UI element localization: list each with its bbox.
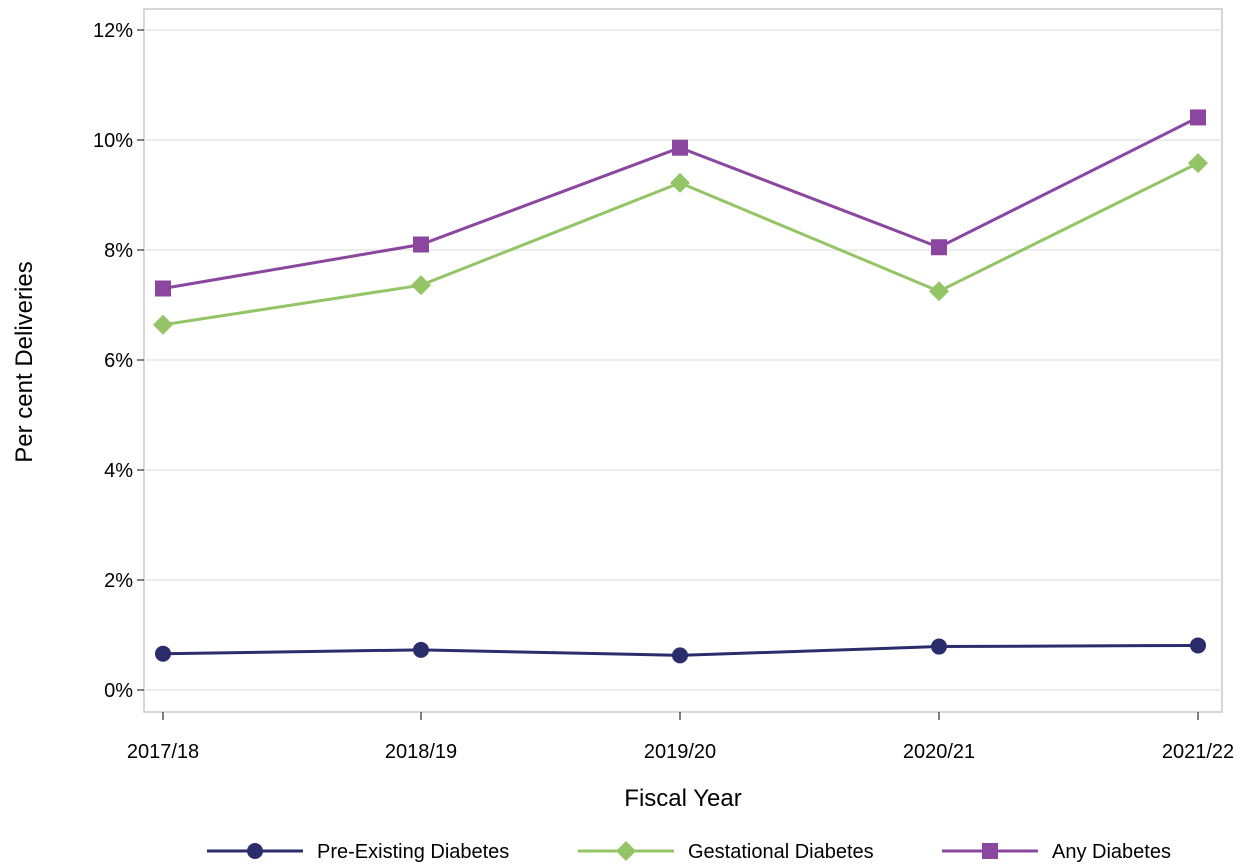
y-tick-label: 6% [104,350,133,372]
legend-item: Pre-Existing Diabetes [207,841,509,863]
data-point [929,281,949,302]
data-point [1190,109,1206,126]
y-tick-label: 0% [104,680,133,702]
data-point [931,638,947,655]
x-axis-title: Fiscal Year [624,785,741,812]
data-point [411,275,431,296]
y-tick-label: 2% [104,570,133,592]
x-tick-label: 2019/20 [644,741,716,763]
legend-label: Pre-Existing Diabetes [317,841,509,863]
data-point [670,172,690,193]
data-point [1188,153,1208,174]
data-point [672,647,688,664]
x-tick-label: 2021/22 [1162,741,1234,763]
series-2 [155,109,1206,297]
series-0 [155,637,1206,664]
legend-marker [247,843,263,859]
legend: Pre-Existing Diabetes Gestational Diabete… [207,841,1171,863]
legend-marker [616,841,636,861]
series-layer [153,109,1208,664]
data-point [155,645,171,662]
data-point [931,239,947,256]
y-tick-label: 10% [93,130,133,152]
legend-item: Any Diabetes [942,841,1171,863]
y-tick-label: 12% [93,20,133,42]
series-1 [153,153,1208,335]
legend-marker [982,843,998,859]
x-tick-label: 2017/18 [127,741,199,763]
axes: 0% 2% 4% 6% 8% 10% 12% 2017/18 2018/19 2019/20 202… [93,20,1234,763]
data-point [155,280,171,297]
data-point [153,314,173,335]
y-tick-label: 4% [104,460,133,482]
legend-label: Any Diabetes [1052,841,1171,863]
y-tick-label: 8% [104,240,133,262]
legend-label: Gestational Diabetes [688,841,874,863]
x-tick-label: 2018/19 [385,741,457,763]
x-tick-label: 2020/21 [903,741,975,763]
data-point [672,139,688,156]
data-point [413,641,429,658]
data-point [1190,637,1206,654]
data-point [413,236,429,253]
y-axis-title: Per cent Deliveries [11,261,38,462]
legend-item: Gestational Diabetes [578,841,874,863]
